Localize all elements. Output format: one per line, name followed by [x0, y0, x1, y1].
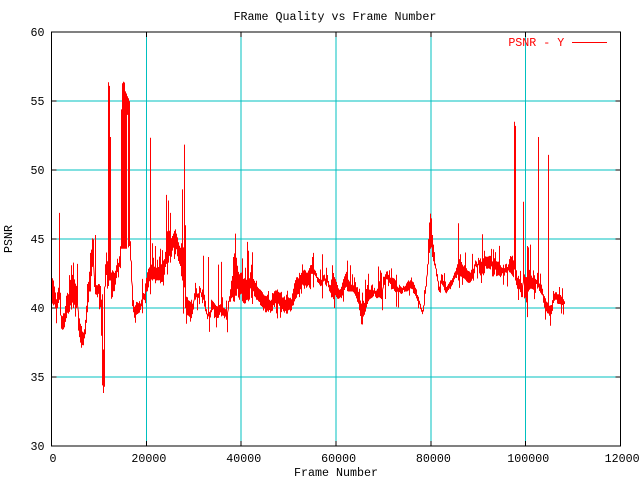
svg-text:60: 60	[31, 26, 45, 40]
svg-text:40000: 40000	[226, 452, 261, 466]
svg-text:50: 50	[31, 164, 45, 178]
svg-text:55: 55	[31, 95, 45, 109]
svg-text:45: 45	[31, 233, 45, 247]
svg-text:PSNR - Y: PSNR - Y	[508, 36, 564, 50]
svg-text:FRame Quality vs Frame Number: FRame Quality vs Frame Number	[234, 10, 437, 24]
svg-text:35: 35	[31, 371, 45, 385]
svg-text:100000: 100000	[507, 452, 549, 466]
svg-text:0: 0	[50, 452, 57, 466]
svg-text:20000: 20000	[131, 452, 166, 466]
svg-text:30: 30	[31, 440, 45, 454]
svg-text:80000: 80000	[416, 452, 451, 466]
svg-text:120000: 120000	[605, 452, 640, 466]
svg-text:40: 40	[31, 302, 45, 316]
svg-text:Frame Number: Frame Number	[294, 466, 378, 480]
svg-text:PSNR: PSNR	[2, 225, 16, 253]
svg-text:60000: 60000	[321, 452, 356, 466]
